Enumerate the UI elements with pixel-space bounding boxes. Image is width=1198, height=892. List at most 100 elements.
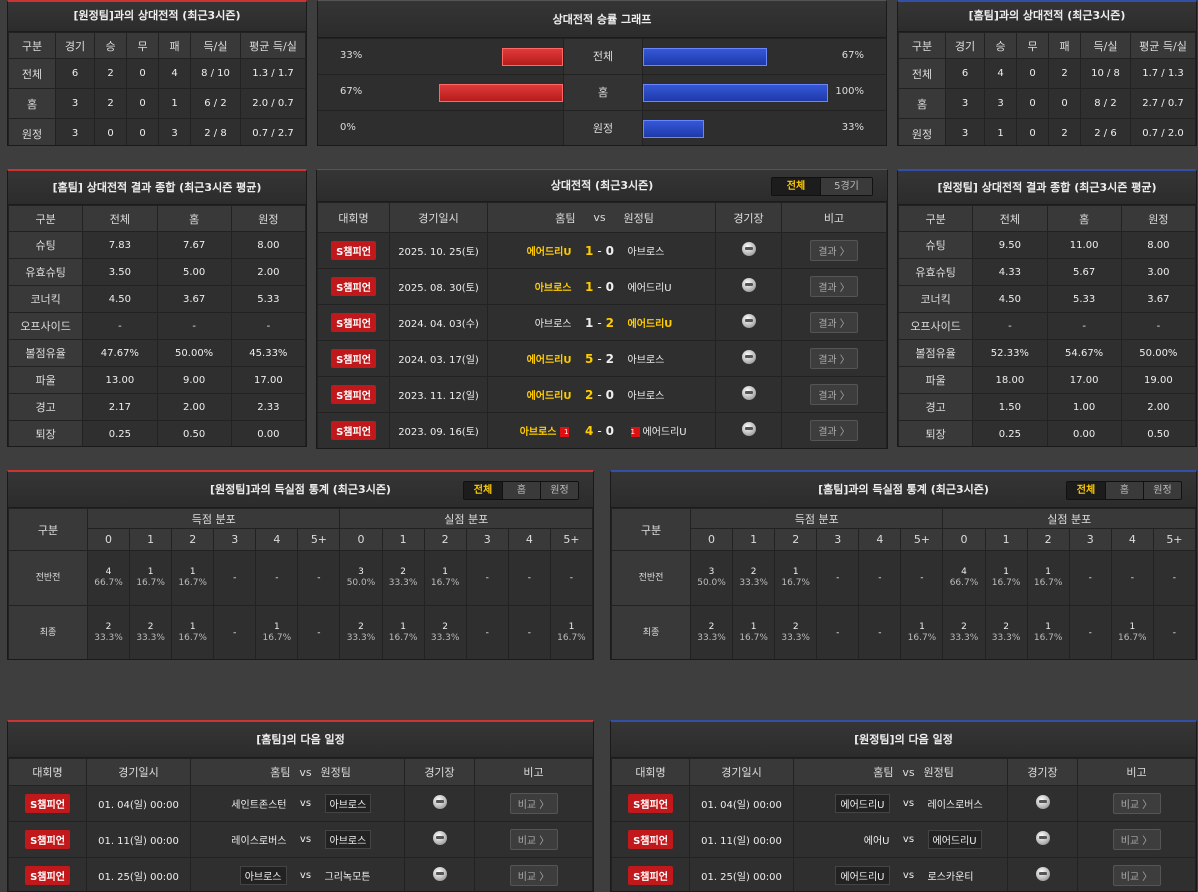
home-team[interactable]: 에어드리U <box>526 391 572 402</box>
tab-home[interactable]: 홈 <box>502 482 540 499</box>
stat-cell: 0 <box>1016 88 1049 119</box>
panel-title: [원정팀]과의 상대전적 (최근3시즌) <box>8 2 306 32</box>
stat-cell: 2.17 <box>82 393 158 421</box>
dist-count: - <box>836 627 840 638</box>
home-team[interactable]: 아브로스 <box>239 866 287 885</box>
stat-cell: - <box>1120 312 1196 340</box>
stadium-icon[interactable] <box>432 867 447 881</box>
tab-home[interactable]: 홈 <box>1105 482 1143 499</box>
tab-away[interactable]: 원정 <box>1143 482 1181 499</box>
result-button[interactable]: 결과 〉 <box>810 240 858 261</box>
stadium-icon[interactable] <box>432 831 447 845</box>
result-button[interactable]: 결과 〉 <box>810 312 858 333</box>
row-label: 코너킥 <box>898 285 974 313</box>
home-team[interactable]: 세인트존스턴 <box>231 800 287 811</box>
league-badge[interactable]: S챔피언 <box>628 830 673 849</box>
home-team[interactable]: 아브로스 <box>534 283 572 294</box>
home-team[interactable]: 에어드리U <box>526 355 572 366</box>
tab-away[interactable]: 원정 <box>540 482 578 499</box>
home-team[interactable]: 에어U <box>863 836 890 847</box>
tab-5-games[interactable]: 5경기 <box>820 178 872 195</box>
vs-label: vs <box>290 821 321 858</box>
away-team[interactable]: 레이스로버스 <box>927 800 983 811</box>
away-team[interactable]: 에어드리U <box>927 830 982 849</box>
home-team[interactable]: 에어드리U <box>835 866 890 885</box>
schedule-row: S챔피언 01. 04(일) 00:00 에어드리U vs 레이스로버스 비교 〉 <box>611 785 1196 822</box>
row-label: 슈팅 <box>898 231 974 259</box>
stadium-icon[interactable] <box>741 242 756 256</box>
league-badge[interactable]: S챔피언 <box>628 866 673 885</box>
league-badge[interactable]: S챔피언 <box>331 241 376 260</box>
away-team[interactable]: 로스카운티 <box>927 872 974 883</box>
league-badge[interactable]: S챔피언 <box>628 794 673 813</box>
home-team[interactable]: 에어드리U <box>526 247 572 258</box>
stadium-icon[interactable] <box>741 278 756 292</box>
away-win-bar <box>643 84 828 102</box>
away-team[interactable]: 에어드리U <box>627 319 673 330</box>
h2h-away-panel: [원정팀]과의 상대전적 (최근3시즌) 구분 경기 승 무 패 득/실 평균 득/실 전체 6… <box>7 0 307 146</box>
stadium-icon[interactable] <box>741 422 756 436</box>
league-badge[interactable]: S챔피언 <box>331 349 376 368</box>
result-button[interactable]: 결과 〉 <box>810 276 858 297</box>
league-badge[interactable]: S챔피언 <box>331 385 376 404</box>
away-team[interactable]: 그리녹모튼 <box>324 872 371 883</box>
compare-button[interactable]: 비교 〉 <box>1112 865 1161 886</box>
away-team[interactable]: 아브로스 <box>627 391 665 402</box>
away-team[interactable]: 아브로스 <box>627 355 665 366</box>
away-team[interactable]: 아브로스 <box>627 247 665 258</box>
stadium-icon[interactable] <box>432 795 447 809</box>
stadium-icon[interactable] <box>741 314 756 328</box>
stadium-icon[interactable] <box>741 386 756 400</box>
home-team[interactable]: 에어드리U <box>835 794 890 813</box>
col-header: 비고 <box>474 758 593 786</box>
dist-cell: 3 50.0% <box>689 550 734 606</box>
away-team[interactable]: 에어드리U <box>627 283 672 294</box>
result-button[interactable]: 결과 〉 <box>810 384 858 405</box>
panel-title: 상대전적 승률 그래프 <box>318 1 886 38</box>
result-button[interactable]: 결과 〉 <box>810 348 858 369</box>
tab-all[interactable]: 전체 <box>772 178 820 195</box>
home-team[interactable]: 아브로스 <box>519 427 557 438</box>
away-score: 0 <box>605 279 615 294</box>
compare-button[interactable]: 비교 〉 <box>509 829 558 850</box>
league-badge[interactable]: S챔피언 <box>25 794 70 813</box>
tab-all[interactable]: 전체 <box>1067 482 1105 499</box>
league-badge[interactable]: S챔피언 <box>331 277 376 296</box>
table-row: 퇴장 0.25 0.00 0.50 <box>898 420 1196 446</box>
dist-cell: 1 16.7% <box>774 550 818 606</box>
dist-cell: 4 66.7% <box>86 550 131 606</box>
right-pct: 67% <box>841 50 864 61</box>
league-badge[interactable]: S챔피언 <box>25 830 70 849</box>
matches-tabs: 전체 5경기 <box>771 177 873 196</box>
winrate-graph-panel: 상대전적 승률 그래프 33% 전체 67% 67% 홈 100% 0% 원정 33% <box>317 0 887 146</box>
panel-title: [홈팀]과의 득실점 통계 (최근3시즌) <box>818 483 989 496</box>
stadium-icon[interactable] <box>741 350 756 364</box>
col-header: 경기장 <box>715 202 782 233</box>
stat-cell: 7.67 <box>156 231 232 259</box>
stadium-icon[interactable] <box>1035 831 1050 845</box>
league-badge[interactable]: S챔피언 <box>331 421 376 440</box>
home-team[interactable]: 아브로스 <box>534 319 572 330</box>
compare-button[interactable]: 비교 〉 <box>509 865 558 886</box>
dist-cell: - <box>1110 550 1154 606</box>
dist-count: 1 <box>568 622 575 632</box>
stadium-icon[interactable] <box>1035 795 1050 809</box>
stat-cell: 0.50 <box>156 420 232 446</box>
league-badge[interactable]: S챔피언 <box>25 866 70 885</box>
tab-all[interactable]: 전체 <box>464 482 502 499</box>
compare-button[interactable]: 비교 〉 <box>509 793 558 814</box>
result-button[interactable]: 결과 〉 <box>810 420 858 441</box>
compare-button[interactable]: 비교 〉 <box>1112 793 1161 814</box>
league-badge[interactable]: S챔피언 <box>331 313 376 332</box>
away-team[interactable]: 아브로스 <box>324 794 372 813</box>
dist-count: - <box>317 627 321 638</box>
col-header: 경기장 <box>404 758 475 786</box>
home-team[interactable]: 레이스로버스 <box>231 836 287 847</box>
compare-button[interactable]: 비교 〉 <box>1112 829 1161 850</box>
red-card-icon: 1 <box>630 427 640 437</box>
stadium-icon[interactable] <box>1035 867 1050 881</box>
away-team[interactable]: 에어드리U <box>642 427 687 438</box>
dist-percent: 16.7% <box>388 633 418 643</box>
away-team[interactable]: 아브로스 <box>324 830 372 849</box>
col-header: 전체 <box>82 205 158 232</box>
